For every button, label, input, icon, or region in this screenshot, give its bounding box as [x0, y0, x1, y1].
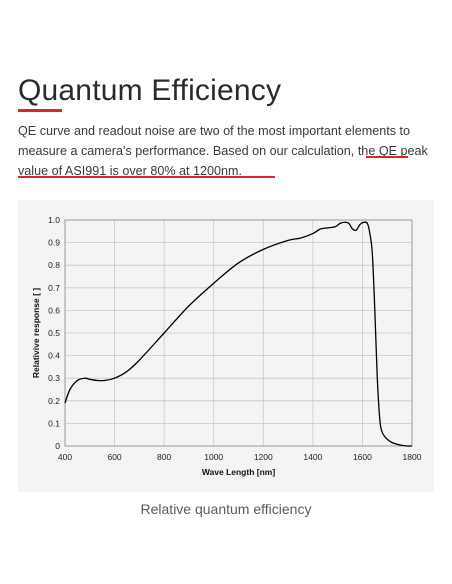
highlight-underline-line1: [366, 156, 408, 158]
y-tick-label: 0.4: [48, 351, 60, 361]
y-tick-label: 0.1: [48, 418, 60, 428]
qe-curve-line: [64, 221, 413, 447]
qe-chart: 400 600 800 1000 1200 1400 1600 1800 0 0.1 0.2 0.3 0…: [31, 215, 422, 477]
y-tick-label: 0.9: [48, 238, 60, 248]
y-tick-label: 0.5: [48, 328, 60, 338]
title-accent-underline: [18, 109, 62, 112]
y-tick-label: 0.7: [48, 283, 60, 293]
chart-caption: Relative quantum efficiency: [140, 501, 312, 517]
grid-layer: [64, 219, 413, 447]
x-tick-label: 1600: [353, 452, 372, 462]
page-title: Quantum Efficiency: [18, 74, 282, 107]
x-tick-label: 1400: [303, 452, 322, 462]
tick-layer: 400 600 800 1000 1200 1400 1600 1800 0 0.1 0.2 0.3 0…: [48, 215, 422, 462]
intro-paragraph: QE curve and readout noise are two of th…: [18, 121, 440, 181]
qe-chart-panel: 400 600 800 1000 1200 1400 1600 1800 0 0.1 0.2 0.3 0…: [18, 200, 434, 492]
plot-frame: [64, 219, 413, 447]
x-tick-label: 600: [107, 452, 121, 462]
y-tick-label: 0.6: [48, 305, 60, 315]
x-axis-label: Wave Length [nm]: [202, 467, 276, 477]
highlight-underline-line2: [18, 176, 275, 178]
y-tick-label: 0.8: [48, 260, 60, 270]
x-tick-label: 1800: [403, 452, 422, 462]
intro-highlight-text: the QE peak value of ASI991 is over 80% …: [18, 144, 428, 178]
x-tick-label: 1200: [254, 452, 273, 462]
y-tick-label: 0.2: [48, 396, 60, 406]
x-tick-label: 800: [157, 452, 171, 462]
y-tick-label: 0.3: [48, 373, 60, 383]
x-tick-label: 1000: [204, 452, 223, 462]
y-axis-label: Relativive response [ ]: [31, 288, 41, 378]
intro-text: QE curve and readout noise are two of th…: [18, 124, 411, 158]
x-tick-label: 400: [58, 452, 72, 462]
y-tick-label: 1.0: [48, 215, 60, 225]
y-tick-label: 0: [55, 441, 60, 451]
